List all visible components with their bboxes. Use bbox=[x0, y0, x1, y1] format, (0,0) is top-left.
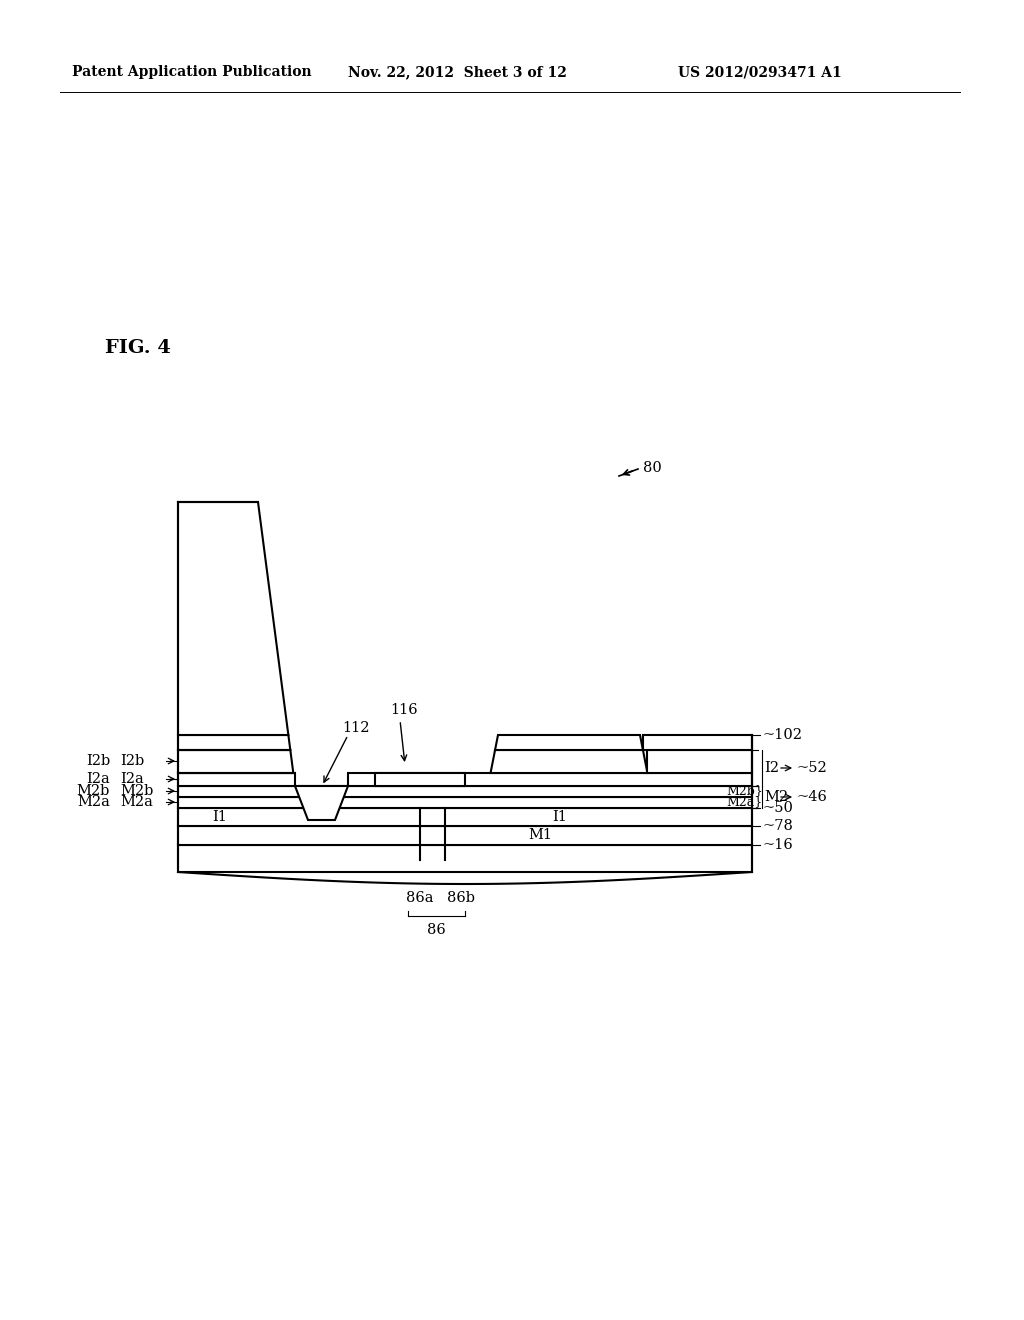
Text: I1: I1 bbox=[553, 810, 567, 824]
Text: I1: I1 bbox=[213, 810, 227, 824]
Text: 86: 86 bbox=[427, 923, 445, 937]
Text: ~46: ~46 bbox=[797, 789, 827, 804]
Text: M1: M1 bbox=[528, 828, 552, 842]
Polygon shape bbox=[178, 502, 289, 735]
Polygon shape bbox=[178, 750, 293, 774]
Text: I2b: I2b bbox=[564, 755, 586, 767]
Text: M2: M2 bbox=[764, 789, 788, 804]
Text: M2a: M2a bbox=[77, 795, 110, 809]
Text: I2a: I2a bbox=[120, 772, 143, 785]
Text: I2b: I2b bbox=[120, 754, 144, 768]
Text: ~16: ~16 bbox=[762, 838, 793, 851]
Text: I2a: I2a bbox=[569, 772, 591, 785]
Text: ~102: ~102 bbox=[762, 729, 802, 742]
Text: 112: 112 bbox=[342, 721, 370, 735]
Text: I2a: I2a bbox=[86, 772, 110, 785]
Polygon shape bbox=[178, 845, 752, 873]
Text: M3: M3 bbox=[579, 735, 601, 748]
Text: M2a}: M2a} bbox=[726, 796, 762, 808]
Text: M2a: M2a bbox=[120, 795, 153, 809]
Polygon shape bbox=[348, 774, 752, 785]
Polygon shape bbox=[490, 750, 647, 774]
Text: 86a: 86a bbox=[407, 891, 434, 906]
Text: Patent Application Publication: Patent Application Publication bbox=[72, 65, 311, 79]
Polygon shape bbox=[375, 774, 465, 785]
Polygon shape bbox=[178, 774, 295, 785]
Polygon shape bbox=[647, 750, 752, 774]
Text: ~50: ~50 bbox=[762, 801, 793, 814]
Text: ~52: ~52 bbox=[797, 762, 827, 775]
Polygon shape bbox=[178, 785, 752, 797]
Text: M2b: M2b bbox=[77, 784, 110, 799]
Text: US 2012/0293471 A1: US 2012/0293471 A1 bbox=[678, 65, 842, 79]
Polygon shape bbox=[178, 826, 752, 845]
Text: I2: I2 bbox=[764, 762, 779, 775]
Text: I2b: I2b bbox=[86, 754, 110, 768]
Text: M2b}: M2b} bbox=[726, 784, 763, 797]
Text: 80: 80 bbox=[643, 461, 662, 475]
Text: FIG. 4: FIG. 4 bbox=[105, 339, 171, 356]
Text: 116: 116 bbox=[390, 704, 418, 717]
Polygon shape bbox=[643, 735, 752, 750]
Text: ~78: ~78 bbox=[762, 818, 793, 833]
Text: 86b: 86b bbox=[447, 891, 475, 906]
Polygon shape bbox=[295, 785, 348, 820]
Polygon shape bbox=[178, 808, 752, 826]
Polygon shape bbox=[178, 735, 291, 750]
Polygon shape bbox=[178, 797, 752, 808]
Text: Nov. 22, 2012  Sheet 3 of 12: Nov. 22, 2012 Sheet 3 of 12 bbox=[348, 65, 567, 79]
Polygon shape bbox=[495, 735, 643, 750]
Text: M2b: M2b bbox=[120, 784, 154, 799]
